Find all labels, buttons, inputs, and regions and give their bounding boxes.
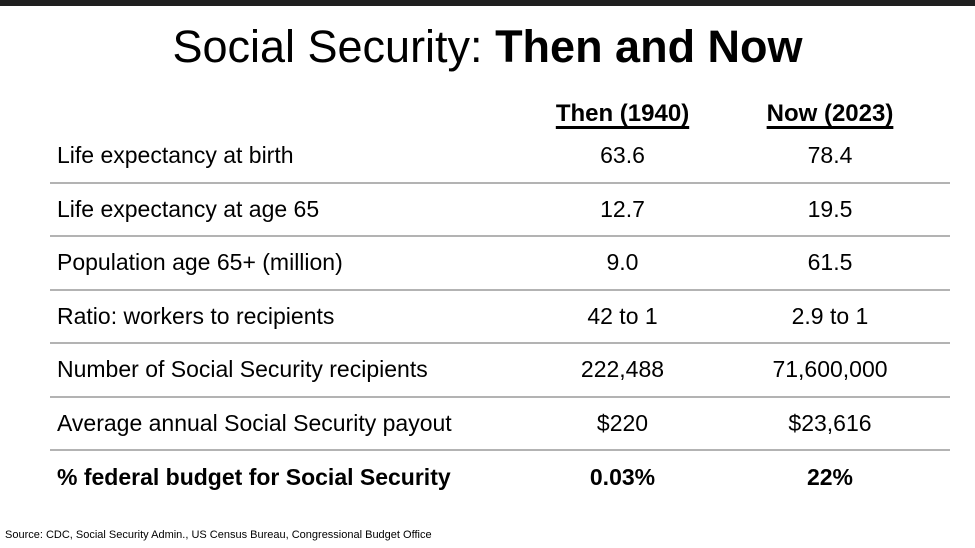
now-value: $23,616 bbox=[788, 409, 872, 436]
comparison-table: Then (1940) Now (2023) Life expectancy a… bbox=[50, 96, 950, 505]
then-value: 9.0 bbox=[606, 249, 639, 276]
source-text: Source: CDC, Social Security Admin., US … bbox=[5, 529, 432, 541]
now-value: 61.5 bbox=[807, 249, 853, 276]
row-label: Number of Social Security recipients bbox=[57, 356, 428, 383]
top-accent-bar bbox=[0, 0, 975, 6]
table-header-row: Then (1940) Now (2023) bbox=[50, 96, 950, 130]
slide-title-regular: Social Security: bbox=[172, 21, 496, 72]
table-row: Number of Social Security recipients 222… bbox=[50, 344, 950, 398]
slide-title-bold: Then and Now bbox=[495, 21, 803, 72]
row-label: Average annual Social Security payout bbox=[57, 409, 452, 436]
row-label: % federal budget for Social Security bbox=[57, 464, 451, 491]
then-value: 42 to 1 bbox=[587, 302, 658, 329]
now-value: 19.5 bbox=[807, 195, 853, 222]
column-header-then: Then (1940) bbox=[555, 100, 690, 127]
table-row: Average annual Social Security payout $2… bbox=[50, 398, 950, 451]
now-value: 2.9 to 1 bbox=[791, 302, 869, 329]
column-header-now: Now (2023) bbox=[766, 100, 894, 127]
then-value: 0.03% bbox=[589, 464, 656, 491]
table-row: Life expectancy at birth 63.6 78.4 bbox=[50, 130, 950, 184]
row-label: Population age 65+ (million) bbox=[57, 249, 343, 276]
then-value: 222,488 bbox=[580, 356, 665, 383]
table-row: Life expectancy at age 65 12.7 19.5 bbox=[50, 184, 950, 237]
now-value: 22% bbox=[806, 464, 854, 491]
table-row: Population age 65+ (million) 9.0 61.5 bbox=[50, 237, 950, 291]
then-value: $220 bbox=[596, 409, 649, 436]
slide-title: Social Security: Then and Now bbox=[0, 22, 975, 72]
then-value: 12.7 bbox=[600, 195, 645, 222]
then-value: 63.6 bbox=[600, 142, 645, 169]
table-row: Ratio: workers to recipients 42 to 1 2.9… bbox=[50, 291, 950, 344]
table-row: % federal budget for Social Security 0.0… bbox=[50, 451, 950, 505]
row-label: Life expectancy at age 65 bbox=[57, 195, 320, 222]
row-label: Ratio: workers to recipients bbox=[57, 302, 335, 329]
now-value: 78.4 bbox=[807, 142, 853, 169]
now-value: 71,600,000 bbox=[772, 356, 888, 383]
row-label: Life expectancy at birth bbox=[57, 142, 294, 169]
